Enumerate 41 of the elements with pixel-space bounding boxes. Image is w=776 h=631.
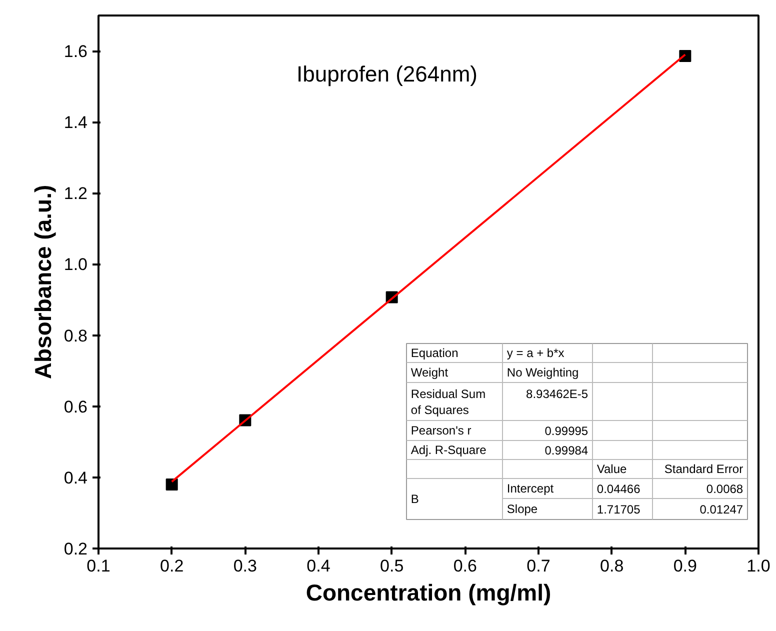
- annotation: No Weighting: [506, 366, 579, 380]
- annotation: 0.04466: [596, 482, 641, 496]
- y-tick-label: 0.4: [64, 468, 88, 488]
- annotation: 0.0068: [706, 482, 744, 496]
- annotation: 1.71705: [596, 502, 641, 516]
- annotation: Residual Sum of Squares: [410, 386, 486, 417]
- annotation: 0.99995: [544, 424, 588, 438]
- annotation: Ibuprofen (264nm): [296, 62, 478, 87]
- x-tick-label: 0.7: [526, 556, 550, 576]
- y-tick-label: 1.4: [64, 113, 88, 132]
- x-tick-label: 0.4: [306, 556, 330, 576]
- annotation: B: [410, 492, 419, 506]
- annotation: Value: [596, 462, 628, 476]
- x-tick-label: 0.5: [380, 556, 404, 576]
- annotation: Pearson's r: [410, 424, 472, 438]
- x-tick-label: 0.1: [86, 556, 110, 576]
- point: [166, 478, 178, 491]
- annotation: 0.99984: [544, 444, 588, 458]
- annotation: Weight: [410, 366, 449, 380]
- annotation: Adj. R-Square: [410, 443, 487, 457]
- annotation: 8.93462E-5: [526, 386, 588, 401]
- annotation: Intercept: [506, 482, 554, 496]
- x-tick-label: 0.6: [453, 556, 477, 576]
- x-tick-label: 0.8: [600, 556, 624, 576]
- annotation: 0.01247: [700, 502, 744, 516]
- y-tick-label: 0.8: [64, 326, 88, 346]
- y-axis-title: Absorbance (a.u.): [30, 184, 56, 380]
- annotation: y = a + b*x: [506, 346, 564, 360]
- y-tick-label: 1.0: [64, 255, 88, 274]
- x-axis-title: Concentration (mg/ml): [306, 580, 552, 606]
- y-tick-label: 0.6: [64, 397, 88, 416]
- annotation: Standard Error: [664, 462, 744, 476]
- x-tick-label: 1.0: [746, 556, 770, 576]
- x-tick-label: 0.2: [160, 556, 184, 576]
- y-tick-label: 1.2: [64, 184, 88, 204]
- annotation: Slope: [506, 502, 538, 516]
- x-tick-label: 0.3: [233, 556, 257, 576]
- annotation: Equation: [410, 346, 458, 360]
- x-tick-label: 0.9: [673, 556, 697, 576]
- y-tick-label: 1.6: [64, 42, 88, 62]
- y-tick-label: 0.2: [64, 540, 88, 558]
